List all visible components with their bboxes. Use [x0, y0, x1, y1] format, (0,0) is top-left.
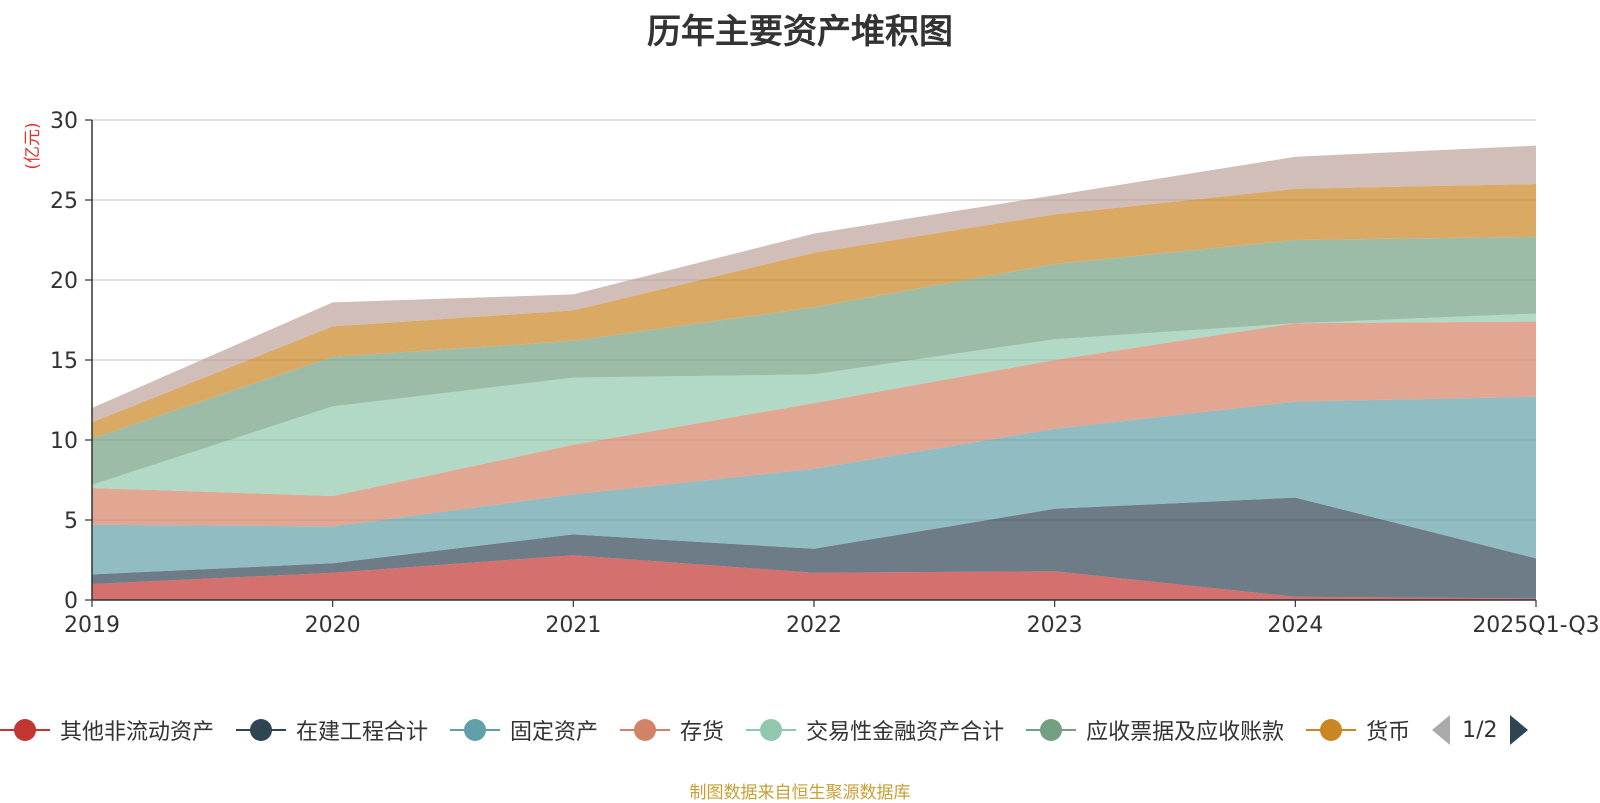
y-tick-label: 25 — [50, 189, 78, 214]
area-series-7 — [92, 145, 1536, 423]
legend-pager: 1/2 — [1432, 715, 1528, 745]
legend-marker-icon — [0, 718, 50, 742]
legend-item[interactable]: 存货 — [620, 714, 724, 746]
legend-marker-icon — [1026, 718, 1077, 742]
chart-title: 历年主要资产堆积图 — [647, 12, 953, 52]
legend-marker-icon — [1306, 718, 1357, 742]
legend-item[interactable]: 货币 — [1306, 714, 1410, 746]
y-tick-label: 0 — [64, 589, 78, 614]
area-series-5 — [92, 236, 1536, 485]
area-series-2 — [92, 396, 1536, 575]
x-tick-label: 2025Q1-Q3 — [1472, 613, 1599, 638]
area-series-0 — [92, 555, 1536, 600]
legend-label: 在建工程合计 — [296, 720, 429, 745]
y-tick-label: 10 — [50, 429, 78, 454]
y-tick-label: 15 — [50, 349, 78, 374]
legend-marker-icon — [620, 718, 671, 742]
x-tick-label: 2024 — [1267, 613, 1323, 638]
legend-item[interactable]: 交易性金融资产合计 — [746, 714, 1004, 746]
y-tick-label: 5 — [64, 509, 78, 534]
legend-item[interactable]: 应收票据及应收账款 — [1026, 714, 1284, 746]
legend-label: 交易性金融资产合计 — [806, 720, 1005, 745]
legend-label: 应收票据及应收账款 — [1086, 720, 1285, 745]
area-layer — [92, 145, 1536, 600]
legend-item[interactable]: 固定资产 — [450, 714, 598, 746]
area-series-4 — [92, 313, 1536, 496]
legend: 其他非流动资产 在建工程合计 固定资产 存货 交易性金融资产合计 应收票据及应收账款 货币 … — [0, 712, 1600, 748]
legend-item[interactable]: 其他非流动资产 — [0, 714, 214, 746]
legend-label: 固定资产 — [510, 720, 599, 745]
y-tick-label: 20 — [50, 269, 78, 294]
x-tick-label: 2023 — [1027, 613, 1083, 638]
legend-label: 其他非流动资产 — [60, 720, 215, 745]
area-series-6 — [92, 184, 1536, 439]
y-tick-label: 30 — [50, 109, 78, 134]
source-note: 制图数据来自恒生聚源数据库 — [689, 783, 911, 803]
y-axis-label: (亿元) — [23, 122, 43, 169]
legend-marker-icon — [450, 718, 501, 742]
pager-prev-icon[interactable] — [1432, 715, 1451, 745]
x-tick-label: 2019 — [64, 613, 120, 638]
axes: 0 5 10 15 20 25 30 2019 2020 2021 2022 2023 2024 2025… — [50, 109, 1600, 638]
area-series-3 — [92, 321, 1536, 527]
legend-item[interactable]: 在建工程合计 — [236, 714, 428, 746]
pager-next-icon[interactable] — [1509, 715, 1528, 745]
legend-label: 货币 — [1366, 720, 1411, 745]
area-series-1 — [92, 497, 1536, 599]
legend-marker-icon — [236, 718, 287, 742]
pager-text: 1/2 — [1462, 717, 1498, 743]
x-tick-label: 2021 — [545, 613, 601, 638]
x-tick-label: 2020 — [305, 613, 361, 638]
x-tick-label: 2022 — [786, 613, 842, 638]
stacked-area-chart: 0 5 10 15 20 25 30 2019 2020 2021 2022 2023 2024 2025… — [23, 109, 1600, 638]
legend-marker-icon — [746, 718, 797, 742]
legend-label: 存货 — [680, 720, 725, 745]
